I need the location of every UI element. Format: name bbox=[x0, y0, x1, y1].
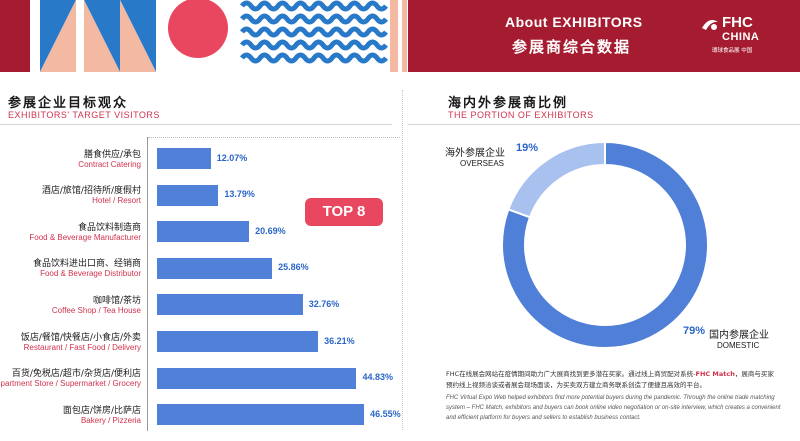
deco-wave-2 bbox=[240, 13, 388, 25]
deco-wave-4 bbox=[240, 39, 388, 51]
right-section-divider bbox=[408, 124, 800, 125]
bar-axis-dotted bbox=[148, 137, 400, 138]
bar-category-en-3: Food & Beverage Manufacturer bbox=[29, 232, 141, 242]
header-banner: About EXHIBITORS 参展商综合数据 FHC CHINA 環球食品展… bbox=[0, 0, 800, 72]
domestic-label-cn: 国内参展企业 bbox=[709, 330, 769, 341]
bar-value-label-5: 32.76% bbox=[308, 298, 340, 309]
deco-red-block bbox=[0, 0, 30, 72]
bar-7 bbox=[157, 367, 357, 389]
bar-category-en-6: Restaurant / Fast Food / Delivery bbox=[23, 342, 141, 352]
top8-badge: TOP 8 bbox=[305, 198, 383, 226]
left-section-subtitle: EXHIBITORS' TARGET VISITORS bbox=[8, 110, 160, 120]
fhc-china-logo: FHC CHINA 環球食品展 中国 bbox=[700, 12, 784, 56]
bar-category-en-7: Department Store / Supermarket / Grocery bbox=[0, 379, 141, 389]
bar-category-en-8: Bakery / Pizzeria bbox=[80, 415, 141, 425]
bar-5 bbox=[157, 294, 303, 316]
bar-value-label-2: 13.79% bbox=[224, 189, 255, 200]
deco-wave-5 bbox=[240, 52, 388, 64]
target-visitors-bar-chart: 12.07% 膳食供应/承包 Contract Catering 13.79% 酒店/旅… bbox=[0, 148, 401, 426]
footnote-en-line3: and efficient platform for buyers and se… bbox=[446, 415, 641, 421]
deco-wave-3 bbox=[240, 26, 388, 38]
overseas-label-en: OVERSEAS bbox=[460, 159, 505, 168]
logo-swoosh-icon bbox=[702, 20, 718, 30]
header-title-en: About EXHIBITORS bbox=[505, 14, 643, 30]
bar-value-label-6: 36.21% bbox=[324, 335, 355, 346]
overseas-percentage: 19% bbox=[516, 142, 539, 154]
logo-caption: 環球食品展 中国 bbox=[712, 48, 753, 54]
deco-stripe-2 bbox=[402, 0, 407, 72]
bar-value-label-4: 25.86% bbox=[278, 262, 309, 273]
decorative-pattern bbox=[0, 0, 407, 72]
bar-category-cn-1: 膳食供应/承包 bbox=[83, 149, 141, 160]
deco-circle bbox=[168, 0, 228, 58]
bar-category-cn-2: 酒店/旅馆/招待所/度假村 bbox=[41, 186, 141, 197]
footnote-cn-line1: FHC在线展会网站在疫情期间助力广大展商找到更多潜在买家。通过线上商贸配对系统-… bbox=[446, 369, 794, 380]
section-divider bbox=[402, 90, 403, 430]
bar-6 bbox=[157, 331, 319, 352]
domestic-percentage: 79% bbox=[683, 325, 706, 337]
bar-category-en-2: Hotel / Resort bbox=[92, 196, 141, 206]
donut-hole bbox=[526, 166, 684, 324]
deco-wave-1 bbox=[240, 0, 388, 12]
bar-axis-line bbox=[147, 137, 148, 431]
bar-value-label-7: 44.83% bbox=[362, 372, 394, 383]
footnote-en-line1: FHC Virtual Expo Web helped exhibitors f… bbox=[446, 395, 775, 401]
bar-1 bbox=[157, 148, 211, 169]
logo-china: CHINA bbox=[722, 31, 760, 43]
header-title-band bbox=[408, 0, 800, 72]
footnote: FHC在线展会网站在疫情期间助力广大展商找到更多潜在买家。通过线上商贸配对系统-… bbox=[446, 369, 794, 423]
bar-category-cn-8: 面包店/饼房/比萨店 bbox=[62, 405, 141, 416]
bar-value-label-8: 46.55% bbox=[370, 408, 401, 419]
left-section-title: 参展企业目标观众 bbox=[8, 96, 129, 111]
bar-category-cn-3: 食品饮料制造商 bbox=[77, 222, 141, 233]
bar-4 bbox=[157, 257, 273, 279]
bar-category-en-4: Food & Beverage Distributor bbox=[40, 269, 141, 279]
logo-fhc: FHC bbox=[722, 14, 753, 31]
left-section-divider bbox=[0, 124, 392, 125]
bar-2 bbox=[157, 184, 219, 206]
overseas-label-cn: 海外参展企业 bbox=[445, 148, 505, 159]
bar-category-cn-7: 百货/免税店/超市/杂货店/便利店 bbox=[11, 369, 141, 380]
deco-triangle-6 bbox=[120, 0, 156, 72]
exhibitor-portion-donut bbox=[501, 140, 709, 349]
deco-triangle-5 bbox=[84, 0, 120, 72]
footnote-fhc-match: FHC Match bbox=[695, 370, 735, 378]
bar-value-label-3: 20.69% bbox=[255, 225, 286, 236]
footnote-en-line2: system – FHC Match, exhibitors and buyer… bbox=[446, 405, 781, 411]
bar-category-cn-6: 饭店/餐馆/快餐店/小食店/外卖 bbox=[20, 332, 141, 343]
donut-slice-domestic bbox=[501, 140, 709, 349]
bar-category-cn-5: 咖啡馆/茶坊 bbox=[92, 295, 141, 306]
deco-stripe-1 bbox=[390, 0, 398, 72]
header-title-cn: 参展商综合数据 bbox=[512, 38, 632, 56]
footnote-cn-part2: ，展商与买家 bbox=[734, 370, 774, 378]
bar-3 bbox=[157, 221, 250, 243]
right-section-subtitle: THE PORTION OF EXHIBITORS bbox=[448, 110, 594, 120]
bar-value-label-1: 12.07% bbox=[216, 152, 248, 163]
deco-triangle-2 bbox=[40, 0, 76, 72]
bar-category-cn-4: 食品饮料进出口商、经销商 bbox=[32, 259, 141, 270]
bar-category-en-5: Coffee Shop / Tea House bbox=[51, 305, 141, 315]
footnote-cn-part1: FHC在线展会网站在疫情期间助力广大展商找到更多潜在买家。通过线上商贸配对系统- bbox=[446, 370, 696, 378]
footnote-cn-line2: 预约线上视频洽谈或者展会现场面谈，为买卖双方建立商务联系创造了便捷且高效的平台。 bbox=[446, 381, 706, 389]
right-section-title: 海内外参展商比例 bbox=[448, 96, 569, 111]
bar-category-en-1: Contract Catering bbox=[78, 159, 141, 169]
domestic-label-en: DOMESTIC bbox=[717, 341, 760, 350]
bar-8 bbox=[157, 404, 365, 426]
